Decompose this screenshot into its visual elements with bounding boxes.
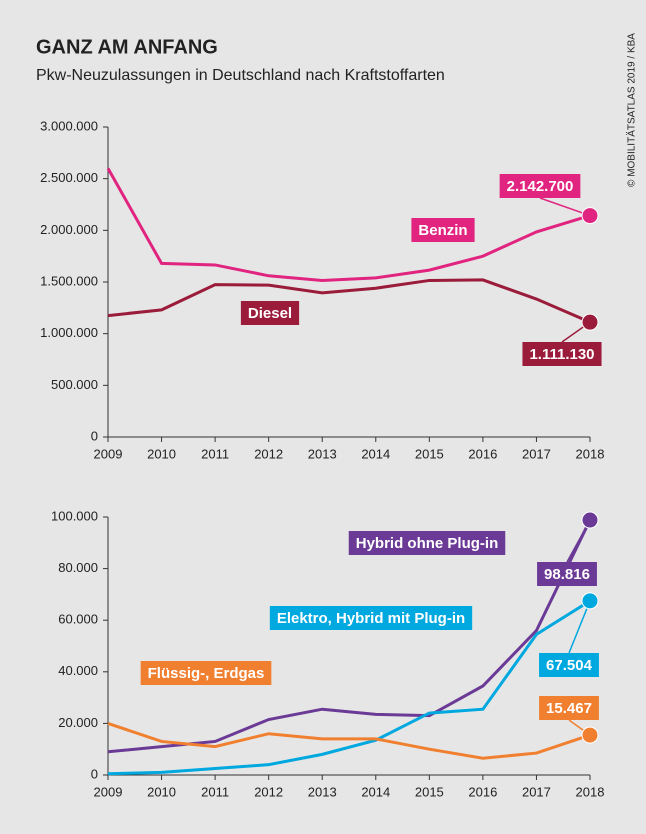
value-label-box bbox=[539, 696, 599, 720]
y-tick-label: 500.000 bbox=[51, 377, 98, 392]
source: © MOBILITÄTSATLAS 2019 / KBA bbox=[626, 33, 638, 187]
leader-line bbox=[568, 600, 591, 654]
x-tick-label: 2018 bbox=[576, 784, 605, 799]
x-tick-label: 2011 bbox=[201, 446, 229, 461]
x-tick-label: 2011 bbox=[201, 784, 229, 799]
value-label-box bbox=[522, 342, 602, 366]
x-tick-label: 2014 bbox=[361, 784, 390, 799]
series-label: Hybrid ohne Plug-in bbox=[356, 535, 499, 552]
subtitle: Pkw-Neuzulassungen in Deutschland nach K… bbox=[36, 67, 445, 84]
line bbox=[107, 599, 591, 776]
y-tick-label: 1.000.000 bbox=[40, 325, 98, 340]
x-tick-label: 2010 bbox=[147, 784, 176, 799]
value-label: 1.111.130 bbox=[529, 346, 594, 363]
line bbox=[107, 721, 591, 760]
x-tick-label: 2012 bbox=[254, 446, 283, 461]
line bbox=[107, 278, 591, 324]
series-label: Benzin bbox=[418, 222, 467, 239]
y-tick-label: 80.000 bbox=[58, 560, 98, 575]
y-tick-label: 2.500.000 bbox=[40, 170, 98, 185]
x-tick-label: 2009 bbox=[94, 784, 123, 799]
line bbox=[106, 167, 591, 282]
x-tick-label: 2009 bbox=[94, 446, 123, 461]
leader-line bbox=[539, 197, 591, 217]
series-label-box bbox=[140, 661, 272, 685]
x-tick-label: 2014 bbox=[361, 446, 390, 461]
y-tick-label: 0 bbox=[91, 766, 98, 781]
y-tick-label: 2.000.000 bbox=[40, 222, 98, 237]
x-tick-label: 2015 bbox=[415, 784, 444, 799]
series-label: Elektro, Hybrid mit Plug-in bbox=[277, 610, 465, 627]
y-tick-label: 3.000.000 bbox=[40, 118, 98, 133]
x-tick-label: 2017 bbox=[522, 446, 551, 461]
x-tick-label: 2018 bbox=[576, 446, 605, 461]
x-tick-label: 2015 bbox=[415, 446, 444, 461]
x-tick-label: 2016 bbox=[468, 784, 497, 799]
series-label: Diesel bbox=[248, 305, 292, 322]
y-tick-label: 1.500.000 bbox=[40, 273, 98, 288]
end-marker bbox=[581, 207, 599, 225]
series-label-box bbox=[411, 218, 475, 242]
series-label: Flüssig-, Erdgas bbox=[148, 665, 265, 682]
y-tick-label: 100.000 bbox=[51, 508, 98, 523]
x-tick-label: 2012 bbox=[254, 784, 283, 799]
value-label-box bbox=[537, 562, 597, 586]
series-label-box bbox=[269, 606, 473, 630]
x-tick-label: 2010 bbox=[147, 446, 176, 461]
end-marker bbox=[581, 313, 599, 331]
y-tick-label: 40.000 bbox=[58, 663, 98, 678]
y-tick-label: 0 bbox=[91, 428, 98, 443]
series-label-box bbox=[240, 301, 300, 325]
end-marker bbox=[581, 592, 599, 610]
value-label: 67.504 bbox=[546, 657, 593, 674]
value-label: 15.467 bbox=[546, 700, 592, 717]
series-label-box bbox=[348, 531, 506, 555]
value-label: 2.142.700 bbox=[507, 178, 574, 195]
x-tick-label: 2016 bbox=[468, 446, 497, 461]
value-label: 98.816 bbox=[544, 566, 590, 583]
end-marker bbox=[581, 726, 599, 744]
title: GANZ AM ANFANG bbox=[36, 36, 218, 58]
value-label-box bbox=[499, 174, 581, 198]
x-tick-label: 2013 bbox=[308, 446, 337, 461]
x-tick-label: 2017 bbox=[522, 784, 551, 799]
end-marker bbox=[581, 511, 599, 529]
x-tick-label: 2013 bbox=[308, 784, 337, 799]
y-tick-label: 20.000 bbox=[58, 715, 98, 730]
value-label-box bbox=[539, 653, 599, 677]
y-tick-label: 60.000 bbox=[58, 612, 98, 627]
